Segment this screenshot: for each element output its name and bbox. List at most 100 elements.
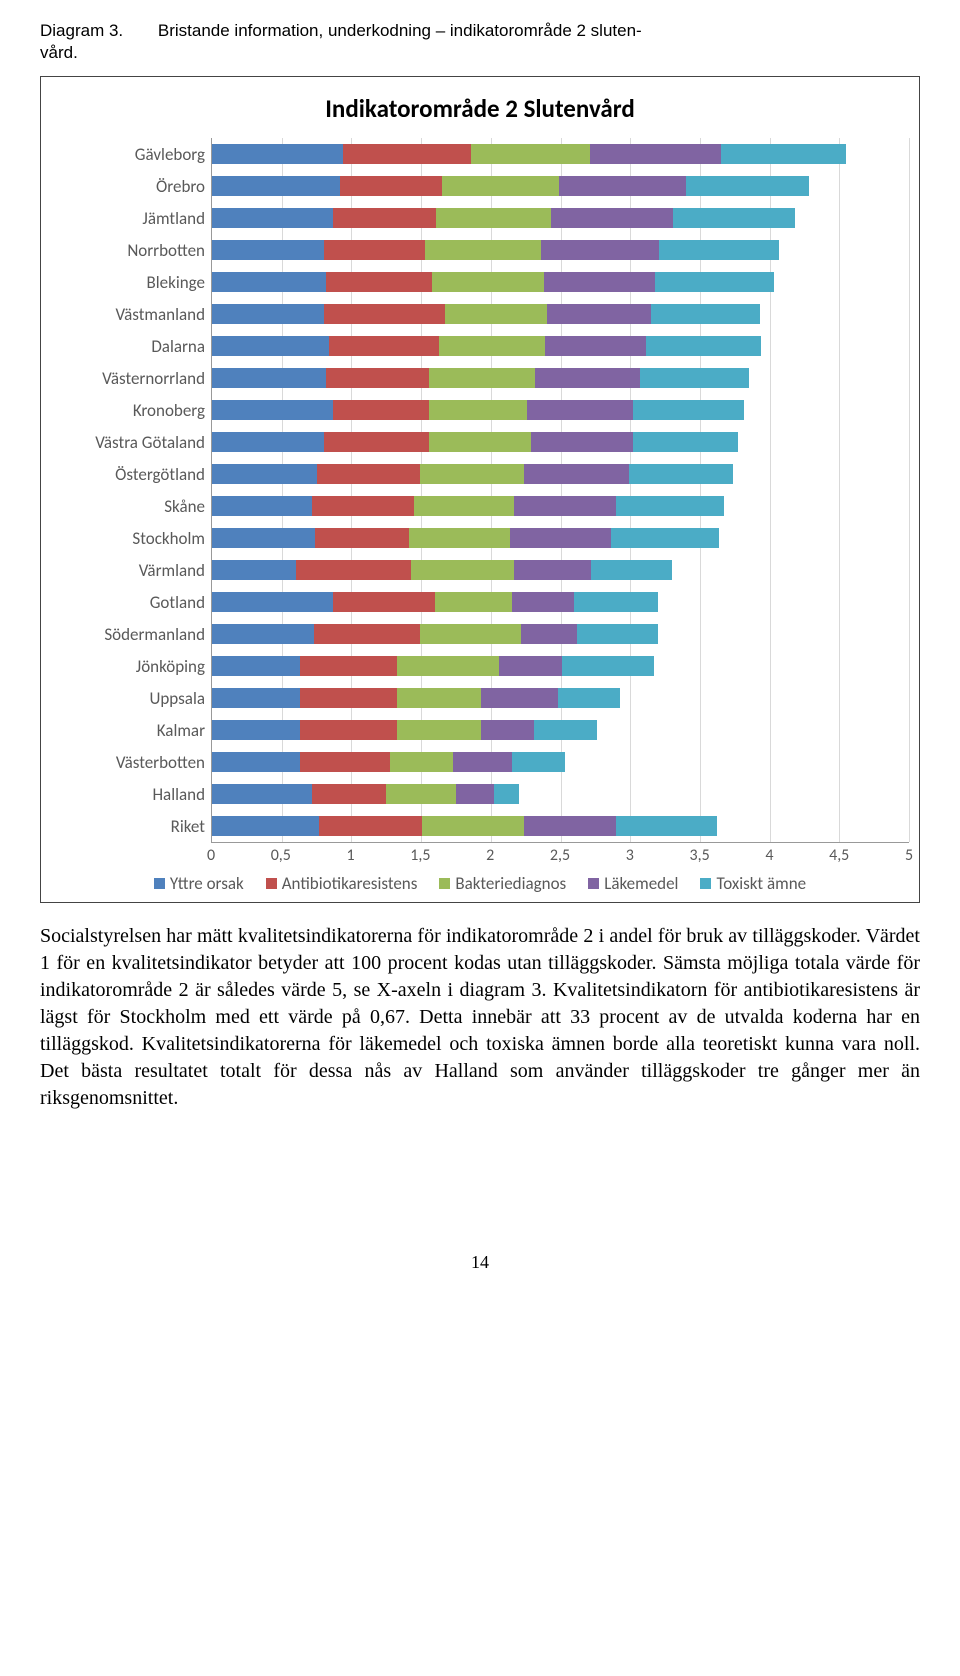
bar-segment — [655, 272, 773, 292]
bar-segment — [212, 272, 326, 292]
bar-segment — [420, 464, 525, 484]
bar-segment — [212, 400, 333, 420]
bar — [212, 816, 909, 836]
chart-container: Indikatorområde 2 Slutenvård GävleborgÖr… — [40, 76, 920, 903]
bar-segment — [324, 432, 430, 452]
legend-item: Antibiotikaresistens — [266, 873, 418, 894]
bar — [212, 688, 909, 708]
category-label: Riket — [51, 810, 205, 842]
bar-segment — [527, 400, 633, 420]
bar-row — [212, 394, 909, 426]
bar — [212, 624, 909, 644]
x-tick-label: 4,5 — [829, 846, 849, 865]
category-label: Stockholm — [51, 522, 205, 554]
gridline — [909, 138, 910, 842]
bar — [212, 208, 909, 228]
legend-label: Yttre orsak — [170, 873, 244, 894]
bar-segment — [212, 752, 300, 772]
category-label: Dalarna — [51, 330, 205, 362]
bar-row — [212, 362, 909, 394]
bar-segment — [436, 208, 550, 228]
bar-row — [212, 522, 909, 554]
bar-segment — [212, 208, 333, 228]
category-label: Jönköping — [51, 650, 205, 682]
category-label: Blekinge — [51, 266, 205, 298]
legend-item: Bakteriediagnos — [439, 873, 566, 894]
bar — [212, 432, 909, 452]
bar — [212, 720, 909, 740]
bar — [212, 176, 909, 196]
bar-segment — [317, 464, 420, 484]
bar — [212, 368, 909, 388]
bar-segment — [590, 144, 721, 164]
bar-segment — [456, 784, 494, 804]
bar-segment — [512, 752, 565, 772]
bar-segment — [494, 784, 519, 804]
bar-segment — [397, 688, 481, 708]
category-label: Gotland — [51, 586, 205, 618]
bar-segment — [212, 144, 343, 164]
bar — [212, 496, 909, 516]
legend-swatch — [266, 878, 277, 889]
category-label: Västerbotten — [51, 746, 205, 778]
bar-segment — [312, 496, 414, 516]
x-tick-label: 1 — [347, 846, 355, 865]
bar-segment — [212, 624, 314, 644]
bar — [212, 240, 909, 260]
bar — [212, 336, 909, 356]
bar-segment — [312, 784, 386, 804]
bar-segment — [212, 368, 326, 388]
bar-segment — [544, 272, 656, 292]
bar-segment — [314, 624, 420, 644]
bar-segment — [333, 208, 436, 228]
bar-segment — [212, 176, 340, 196]
bar-segment — [524, 816, 616, 836]
bar — [212, 400, 909, 420]
bar-segment — [633, 432, 738, 452]
bar-segment — [659, 240, 779, 260]
bar-segment — [420, 624, 522, 644]
bar-segment — [558, 688, 621, 708]
bar-segment — [534, 720, 597, 740]
bar — [212, 560, 909, 580]
bar-segment — [429, 400, 527, 420]
bar — [212, 752, 909, 772]
bar-segment — [212, 432, 324, 452]
bar-segment — [541, 240, 659, 260]
bar-segment — [442, 176, 559, 196]
bar-segment — [300, 656, 398, 676]
bar — [212, 656, 909, 676]
x-tick-label: 4 — [765, 846, 773, 865]
bar-segment — [651, 304, 760, 324]
bar-segment — [326, 368, 429, 388]
y-axis-labels: GävleborgÖrebroJämtlandNorrbottenBleking… — [51, 138, 211, 843]
bar-segment — [432, 272, 544, 292]
bar-row — [212, 330, 909, 362]
diagram-title-line1: Bristande information, underkodning – in… — [158, 21, 642, 40]
bar — [212, 784, 909, 804]
bar-segment — [212, 816, 319, 836]
bar-segment — [300, 688, 398, 708]
bar-row — [212, 170, 909, 202]
bar-row — [212, 202, 909, 234]
bar-segment — [514, 560, 591, 580]
bar-row — [212, 746, 909, 778]
bar-segment — [390, 752, 453, 772]
category-label: Värmland — [51, 554, 205, 586]
bar-segment — [545, 336, 645, 356]
bar-segment — [531, 432, 633, 452]
bar-row — [212, 618, 909, 650]
x-tick-label: 0,5 — [271, 846, 291, 865]
bar-row — [212, 298, 909, 330]
bar-segment — [559, 176, 686, 196]
category-label: Kronoberg — [51, 394, 205, 426]
legend-swatch — [588, 878, 599, 889]
bar-segment — [343, 144, 471, 164]
bar — [212, 272, 909, 292]
bar-segment — [324, 304, 445, 324]
bar-segment — [512, 592, 575, 612]
x-tick-label: 3 — [626, 846, 634, 865]
bar-row — [212, 810, 909, 842]
bar-segment — [633, 400, 745, 420]
bar-segment — [429, 368, 535, 388]
